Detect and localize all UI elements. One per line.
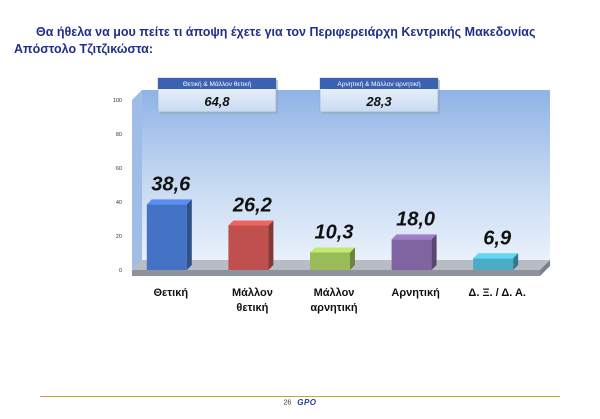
bar-side: [350, 247, 355, 270]
bars: [146, 199, 519, 270]
footer-divider: [40, 396, 560, 397]
back-wall: [142, 90, 550, 260]
bar: [391, 234, 437, 270]
category-label-line: Μάλλον: [314, 287, 355, 299]
category-label: Αρνητική: [391, 287, 440, 299]
y-tick-label: 100: [113, 98, 122, 104]
bar-front: [146, 204, 187, 270]
gpo-logo: GPO: [297, 398, 317, 407]
y-tick-label: 80: [116, 132, 122, 138]
bar-top: [473, 253, 519, 259]
question-line-1: Θα ήθελα να μου πείτε τι άποψη έχετε για…: [36, 25, 536, 39]
plot-area: [132, 90, 550, 276]
bar-front: [228, 225, 269, 270]
bar-side: [513, 253, 519, 270]
group-header: [158, 78, 276, 89]
data-label: 38,6: [151, 173, 191, 195]
y-tick-label: 0: [119, 268, 122, 274]
category-label-line: Αρνητική: [391, 287, 440, 299]
group-annotation: Θετική & Μάλλον θετική 64,8: [157, 77, 278, 114]
group-value: 28,3: [365, 94, 392, 109]
bar-side: [186, 199, 192, 270]
y-tick-label: 40: [116, 200, 122, 206]
bar-top: [391, 234, 437, 240]
y-axis: 0 20 40 60 80 100: [113, 98, 122, 274]
bar-front: [310, 252, 350, 270]
category-label: Μάλλον θετική: [232, 287, 273, 314]
category-label: Δ. Ξ. / Δ. Α.: [468, 287, 526, 299]
group-annotations: Θετική & Μάλλον θετική 64,8 Αρνητική & Μάλ…: [157, 77, 440, 114]
y-tick-label: 60: [116, 166, 122, 172]
bar-top: [146, 199, 192, 205]
category-labels: Θετική Μάλλον θετική Μάλλον αρνητική Αρνητική…: [153, 287, 525, 314]
bar-front: [473, 258, 514, 270]
bar-top: [310, 247, 355, 253]
data-label: 6,9: [483, 227, 512, 249]
category-label-line: Δ. Ξ. / Δ. Α.: [468, 287, 526, 299]
group-header: [320, 78, 438, 89]
category-label: Θετική: [153, 287, 188, 299]
category-label-line: αρνητική: [310, 302, 358, 314]
bar-top: [228, 220, 274, 226]
floor-front: [132, 270, 540, 276]
bar-side: [431, 234, 437, 270]
bar: [473, 253, 519, 270]
bar-front: [391, 239, 432, 270]
question-line-2: Απόστολο Τζιτζικώστα:: [14, 42, 154, 56]
category-label-line: Μάλλον: [232, 287, 273, 299]
bar: [228, 220, 274, 270]
group-label: Αρνητική & Μάλλον αρνητική: [337, 80, 421, 88]
data-labels: 38,6 26,2 10,3 18,0 6,9: [151, 173, 512, 249]
data-label: 18,0: [396, 208, 435, 230]
side-wall: [132, 90, 142, 270]
group-label: Θετική & Μάλλον θετική: [183, 80, 252, 88]
y-tick-label: 20: [116, 234, 122, 240]
question-text: Θα ήθελα να μου πείτε τι άποψη έχετε για…: [14, 24, 584, 58]
category-label-line: Θετική: [153, 287, 188, 299]
footer: 26 GPO: [0, 398, 600, 407]
category-label-line: θετική: [236, 302, 268, 314]
bar-side: [268, 220, 274, 270]
group-annotation: Αρνητική & Μάλλον αρνητική 28,3: [319, 77, 440, 114]
bar: [146, 199, 192, 270]
data-label: 26,2: [232, 194, 272, 216]
page-number: 26: [283, 399, 292, 407]
category-label: Μάλλον αρνητική: [310, 287, 358, 314]
floor-side: [540, 260, 550, 276]
data-label: 10,3: [315, 221, 354, 243]
group-value: 64,8: [204, 94, 230, 109]
bar: [310, 247, 355, 270]
